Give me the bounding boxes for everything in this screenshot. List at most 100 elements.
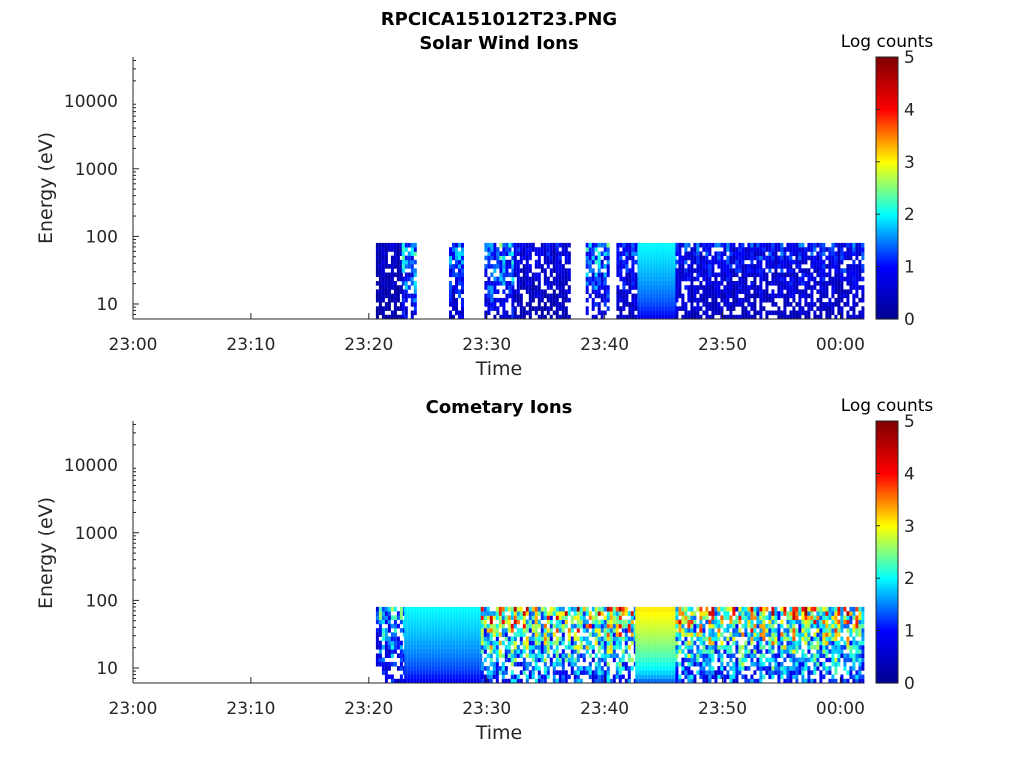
heatmap-cell xyxy=(537,640,541,646)
heatmap-cell xyxy=(570,619,574,625)
colorbar-swatch xyxy=(876,280,898,283)
heatmap-cell xyxy=(443,661,447,667)
heatmap-cell xyxy=(693,674,697,680)
heatmap-cell xyxy=(771,649,775,654)
heatmap-cell xyxy=(726,645,730,650)
heatmap-cell xyxy=(582,606,586,612)
heatmap-cell xyxy=(858,310,862,316)
heatmap-cell xyxy=(634,293,638,299)
heatmap-cell xyxy=(664,314,668,320)
heatmap-cell xyxy=(765,670,769,675)
heatmap-cell xyxy=(396,259,400,265)
heatmap-cell xyxy=(852,314,856,320)
heatmap-cell xyxy=(390,615,394,620)
heatmap-cell xyxy=(422,611,426,616)
heatmap-cell xyxy=(717,623,721,629)
heatmap-cell xyxy=(747,297,751,303)
heatmap-cell xyxy=(597,293,601,299)
heatmap-cell xyxy=(616,268,620,273)
heatmap-cell xyxy=(825,623,829,629)
heatmap-cell xyxy=(618,661,622,667)
heatmap-cell xyxy=(759,645,763,650)
heatmap-cell xyxy=(831,623,835,629)
heatmap-cell xyxy=(792,268,796,273)
heatmap-cell xyxy=(473,619,477,625)
heatmap-cell xyxy=(428,653,432,658)
heatmap-cell xyxy=(735,255,739,261)
heatmap-cell xyxy=(744,640,748,646)
heatmap-cell xyxy=(452,293,455,299)
heatmap-cell xyxy=(840,310,844,316)
heatmap-cell xyxy=(771,674,775,680)
heatmap-cell xyxy=(486,670,490,675)
heatmap-cell xyxy=(690,259,694,265)
heatmap-cell xyxy=(452,272,455,278)
heatmap-cell xyxy=(522,242,526,248)
heatmap-cell xyxy=(653,611,657,616)
heatmap-cell xyxy=(675,310,679,316)
heatmap-cell xyxy=(789,285,793,290)
heatmap-cell xyxy=(659,606,663,612)
heatmap-cell xyxy=(381,281,385,286)
heatmap-cell xyxy=(702,653,706,658)
heatmap-cell xyxy=(641,670,645,675)
heatmap-cell xyxy=(534,657,538,663)
heatmap-cell xyxy=(750,657,754,663)
heatmap-cell xyxy=(410,302,414,307)
heatmap-cell xyxy=(416,657,420,663)
heatmap-cell xyxy=(606,628,610,633)
heatmap-cell xyxy=(603,615,607,620)
heatmap-cell xyxy=(858,611,862,616)
heatmap-cell xyxy=(381,636,385,642)
colorbar-swatch xyxy=(876,570,898,574)
heatmap-cell xyxy=(552,632,556,637)
colorbar-swatch xyxy=(876,490,898,494)
heatmap-cell xyxy=(828,649,832,654)
heatmap-cell xyxy=(492,645,496,650)
heatmap-cell xyxy=(546,670,550,675)
heatmap-cell xyxy=(723,314,727,320)
heatmap-cell xyxy=(795,281,799,286)
heatmap-cell xyxy=(555,670,559,675)
heatmap-cell xyxy=(861,653,865,658)
heatmap-cell xyxy=(476,649,480,654)
heatmap-cell xyxy=(720,661,724,667)
heatmap-cell xyxy=(780,251,784,256)
heatmap-cell xyxy=(644,670,648,675)
heatmap-cell xyxy=(573,623,577,629)
heatmap-cell xyxy=(687,670,691,675)
heatmap-cell xyxy=(513,611,517,616)
heatmap-cell xyxy=(452,268,455,273)
heatmap-cell xyxy=(650,674,654,680)
heatmap-cell xyxy=(690,636,694,642)
heatmap-cell xyxy=(461,281,464,286)
heatmap-cell xyxy=(696,251,700,256)
heatmap-cell xyxy=(661,242,665,248)
heatmap-cell xyxy=(446,623,450,629)
colorbar-swatch xyxy=(876,104,898,107)
heatmap-cell xyxy=(708,619,712,625)
heatmap-cell xyxy=(646,259,650,265)
colorbar-swatch xyxy=(876,181,898,185)
heatmap-cell xyxy=(774,310,778,316)
heatmap-cell xyxy=(519,632,523,637)
heatmap-cell xyxy=(816,632,820,637)
heatmap-cell xyxy=(458,670,462,675)
heatmap-cell xyxy=(852,628,856,633)
heatmap-cell xyxy=(649,272,653,278)
heatmap-cell xyxy=(750,314,754,320)
heatmap-cell xyxy=(446,615,450,620)
heatmap-cell xyxy=(419,628,423,633)
heatmap-cell xyxy=(834,281,838,286)
heatmap-cell xyxy=(828,247,832,252)
heatmap-cell xyxy=(410,310,414,316)
heatmap-cell xyxy=(513,264,517,269)
colorbar-swatch xyxy=(876,102,898,105)
heatmap-cell xyxy=(714,615,718,620)
heatmap-cell xyxy=(404,281,408,286)
heatmap-cell xyxy=(440,678,444,684)
colorbar-swatch xyxy=(876,126,898,130)
heatmap-cell xyxy=(641,606,645,612)
heatmap-cell xyxy=(404,306,408,311)
